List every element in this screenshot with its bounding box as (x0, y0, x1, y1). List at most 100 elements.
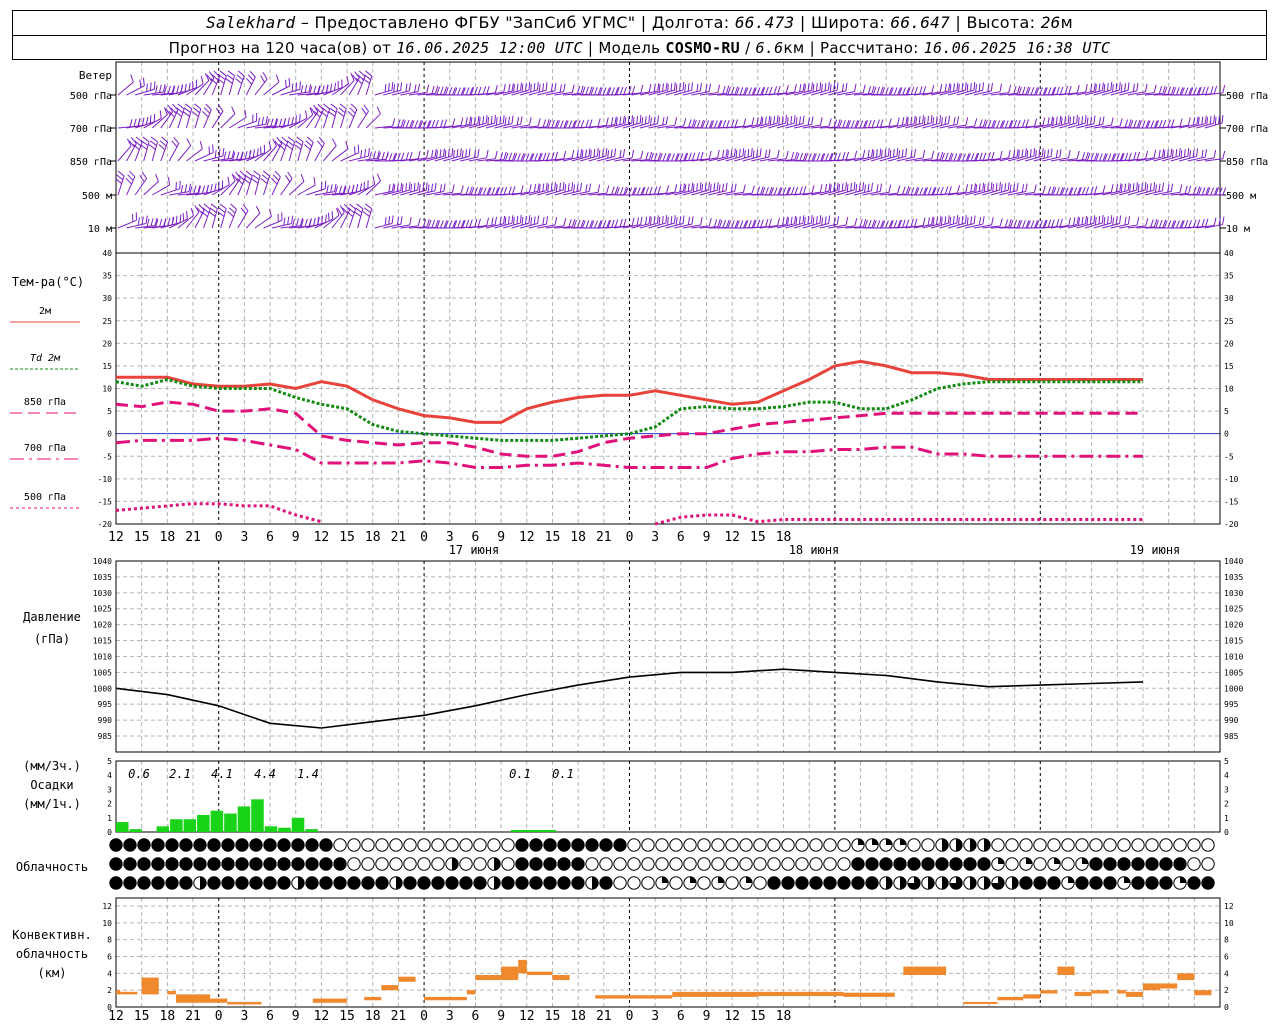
wind-barb-feather (1149, 183, 1152, 192)
wind-barb (254, 216, 272, 229)
wind-barb-feather (580, 182, 583, 191)
conv-bar (1057, 966, 1075, 976)
wind-barb-feather (588, 148, 591, 157)
wind-barb (1119, 224, 1138, 229)
conv-ylabel-3: (км) (38, 966, 67, 980)
wind-barb (134, 88, 155, 96)
wind-barb-feather (363, 104, 369, 112)
wind-barb-feather (274, 170, 281, 178)
wind-barb-feather (914, 86, 918, 95)
wind-barb-feather (1059, 187, 1064, 195)
wind-barb-feather (1116, 153, 1120, 162)
wind-barb-feather (494, 150, 498, 159)
wind-barb-feather (910, 149, 913, 158)
wind-barb-feather (910, 86, 915, 95)
wind-barb-feather (1129, 120, 1134, 128)
wind-barb-feather (1175, 149, 1178, 158)
calc-time: 16.06.2025 16:38 UTC (923, 39, 1111, 57)
wind-barb (203, 109, 212, 129)
wind-barb (1042, 123, 1060, 129)
wind-barb-feather (927, 187, 932, 196)
wind-barb-feather (146, 218, 150, 227)
wind-barb-feather (159, 140, 167, 147)
precip-bar (170, 819, 183, 832)
wind-barb (939, 123, 958, 129)
wind-barb-feather (735, 87, 740, 96)
wind-barb (408, 157, 427, 162)
wind-barb-feather (439, 149, 442, 158)
wind-barb-feather (902, 87, 906, 96)
wind-barb-feather (547, 184, 550, 193)
wind-barb-feather (313, 177, 316, 186)
wind-barb-feather (576, 149, 579, 158)
temp-ytick-left: -5 (102, 452, 112, 461)
wind-barb (631, 91, 650, 96)
wind-barb (1033, 123, 1052, 129)
wind-barb-feather (935, 216, 939, 225)
wind-barb-feather (261, 174, 269, 181)
wind-barb-feather (571, 218, 576, 227)
wind-barb-feather (1150, 219, 1154, 228)
wind-barb-feather (530, 84, 532, 93)
wind-barb-feather (585, 119, 589, 128)
wind-barb-feather (400, 152, 405, 161)
cloud-cover-circle (165, 857, 179, 871)
wind-barb-feather (973, 82, 976, 91)
wind-barb-feather (149, 140, 157, 146)
wind-barb-feather (1155, 120, 1159, 128)
precip-bar (291, 817, 305, 832)
wind-barb-feather (585, 149, 587, 158)
wind-barb-feather (675, 217, 678, 226)
precip-bar (511, 830, 556, 832)
wind-barb-feather (141, 216, 144, 225)
wind-barb-feather (905, 186, 910, 195)
wind-barb-feather (214, 183, 217, 192)
precip-sum-label: 0.1 (552, 767, 574, 781)
wind-barb-feather (964, 215, 967, 224)
wind-barb (776, 159, 795, 162)
wind-barb-feather (1201, 86, 1206, 95)
wind-barb-feather (862, 182, 865, 191)
wind-barb-feather (838, 184, 841, 193)
wind-barb-feather (1084, 215, 1088, 224)
wind-barb-feather (1102, 153, 1107, 162)
wind-barb (1170, 124, 1189, 129)
wind-barb-feather (555, 184, 558, 193)
wind-barb (939, 89, 958, 96)
wind-barb-feather (128, 170, 136, 178)
wind-barb-feather (1077, 117, 1080, 126)
wind-barb-feather (765, 86, 769, 95)
wind-barb-feather (970, 216, 973, 225)
wind-barb-feather (494, 187, 499, 196)
wind-barb-feather (855, 120, 860, 129)
wind-barb-feather (833, 152, 838, 161)
wind-barb-feather (648, 151, 653, 160)
wind-barb-feather (554, 82, 557, 91)
wind-barb-feather (819, 184, 823, 193)
wind-barb-feather (309, 86, 313, 95)
wind-barb (1153, 155, 1172, 162)
cloud-cover-circle (165, 876, 179, 890)
temp-xtick: 15 (339, 530, 355, 545)
wind-barb (1204, 224, 1223, 229)
wind-barb-feather (439, 184, 443, 193)
wind-barb-feather (296, 218, 299, 227)
wind-barb-feather (431, 149, 434, 158)
wind-barb-feather (1137, 184, 1140, 193)
wind-barb (143, 141, 150, 162)
wind-barb-feather (853, 182, 856, 191)
wind-barb-feather (1121, 152, 1125, 161)
wind-barb (879, 155, 898, 162)
wind-barb-feather (309, 218, 312, 227)
wind-barb-feather (667, 84, 669, 93)
wind-level-label-right: 10 м (1226, 224, 1250, 235)
conv-bar (449, 996, 467, 1001)
wind-barb-feather (1187, 117, 1191, 126)
wind-barb (554, 189, 572, 196)
wind-barb-feather (468, 116, 472, 125)
cloud-cover-circle (1159, 876, 1173, 890)
wind-barb-feather (1141, 183, 1143, 192)
wind-barb (708, 190, 727, 196)
cloud-cover-circle (697, 857, 711, 871)
cloud-cover-circle (963, 857, 977, 871)
